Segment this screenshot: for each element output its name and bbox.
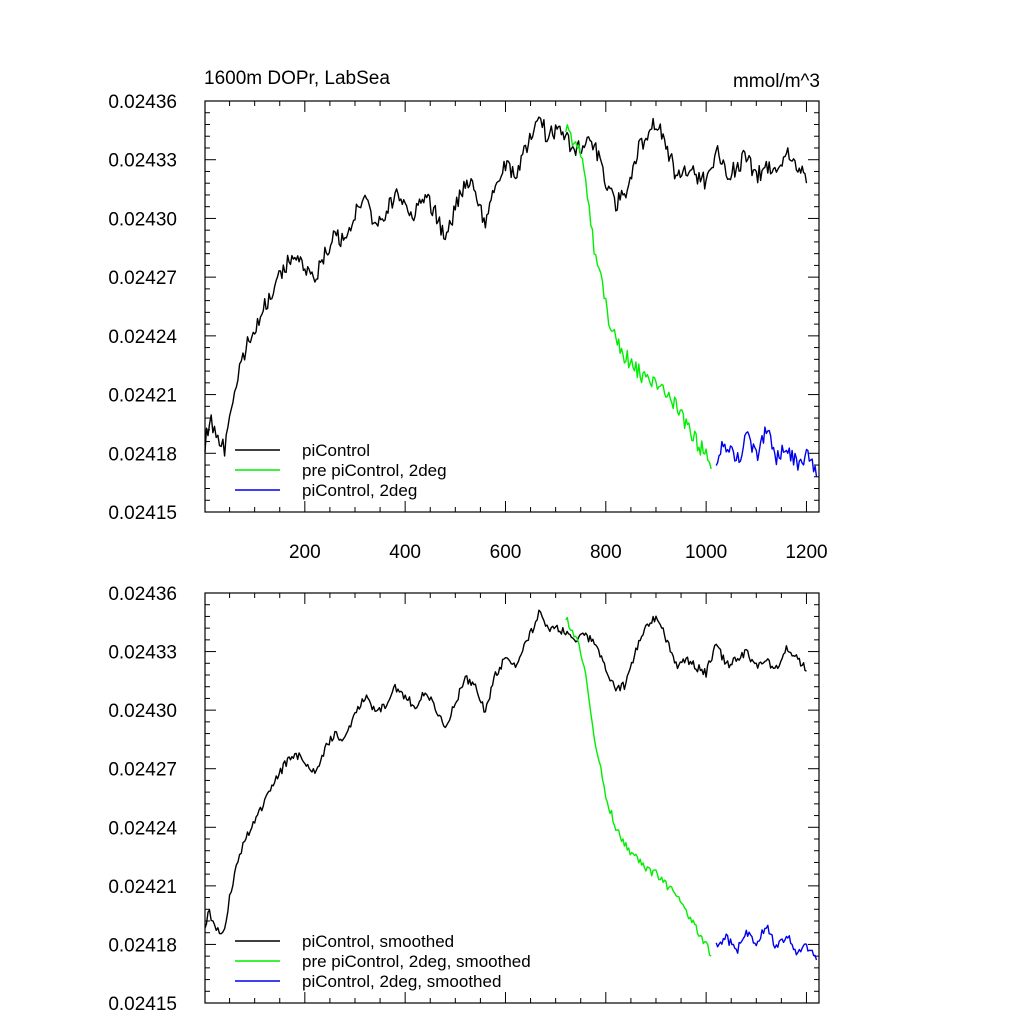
y-tick-label: 0.02415 — [108, 503, 177, 524]
bottom-series-lines — [204, 609, 818, 961]
bottom-plot-frame — [204, 592, 820, 1004]
y-tick-label: 0.02424 — [108, 327, 177, 348]
x-tick-label: 400 — [389, 542, 421, 563]
chart-title: 1600m DOPr, LabSea — [204, 68, 390, 89]
legend-entry-2: piControl, 2deg, smoothed — [302, 972, 501, 991]
y-tick-label: 0.02421 — [108, 877, 177, 898]
legend-entry-0: piControl, smoothed — [302, 932, 454, 951]
legend-entry-0: piControl — [302, 441, 370, 460]
y-tick-label: 0.02415 — [108, 994, 177, 1015]
top-chart-panel: 1600m DOPr, LabSea mmol/m^3 0.024150.024… — [108, 68, 827, 563]
y-tick-label: 0.02427 — [108, 760, 177, 781]
chart-units-label: mmol/m^3 — [733, 71, 820, 92]
top-axis-ticks: 0.02415 0.02418 0.02421 0.02424 0.02427 0.024… — [108, 92, 827, 563]
y-tick-label: 0.02433 — [108, 151, 177, 172]
y-tick-label: 0.02430 — [108, 701, 177, 722]
y-tick-label: 0.02421 — [108, 386, 177, 407]
legend-entry-1: pre piControl, 2deg — [302, 461, 447, 480]
y-tick-label: 0.02430 — [108, 209, 177, 230]
y-tick-label: 0.02427 — [108, 268, 177, 289]
bottom-axis-ticks: 0.02415 0.02418 0.02421 0.02424 0.02427 0.024… — [108, 584, 819, 1015]
y-tick-label: 0.02418 — [108, 444, 177, 465]
y-tick-label: 0.02436 — [108, 92, 177, 113]
series-line-2 — [715, 426, 818, 477]
x-tick-label: 200 — [289, 542, 321, 563]
x-tick-label: 600 — [490, 542, 522, 563]
y-tick-label: 0.02436 — [108, 584, 177, 605]
y-tick-label: 0.02424 — [108, 818, 177, 839]
x-tick-label: 1000 — [685, 542, 727, 563]
series-line-1 — [565, 124, 712, 470]
top-series-lines — [204, 116, 818, 477]
x-tick-label: 800 — [590, 542, 622, 563]
series-line-1 — [565, 616, 712, 957]
x-tick-label: 1200 — [785, 542, 827, 563]
legend-entry-2: piControl, 2deg — [302, 481, 417, 500]
series-line-0 — [204, 609, 807, 935]
y-tick-label: 0.02433 — [108, 643, 177, 664]
top-plot-frame — [204, 100, 820, 513]
legend-entry-1: pre piControl, 2deg, smoothed — [302, 952, 531, 971]
series-line-2 — [715, 924, 818, 961]
series-line-0 — [204, 116, 808, 457]
y-tick-label: 0.02418 — [108, 935, 177, 956]
bottom-chart-panel: 0.02415 0.02418 0.02421 0.02424 0.02427 0.024… — [108, 584, 820, 1015]
